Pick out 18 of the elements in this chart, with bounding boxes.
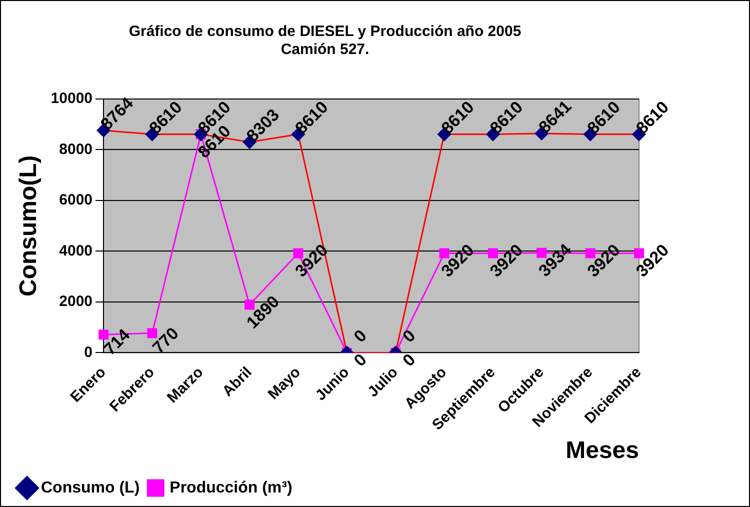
y-axis-title: Consumo(L) bbox=[15, 155, 42, 297]
text: Camión 527. bbox=[280, 41, 370, 58]
legend-label: Producción (m³) bbox=[170, 479, 292, 496]
y-tick-label: 10000 bbox=[50, 90, 93, 108]
data-label: 0 bbox=[398, 326, 420, 346]
data-label: 770 bbox=[148, 324, 182, 358]
y-tick-label: 2000 bbox=[59, 293, 93, 310]
data-label: 0 bbox=[350, 326, 370, 346]
x-axis-title: Meses bbox=[566, 437, 639, 464]
y-tick-label: 6000 bbox=[59, 192, 93, 209]
legend-label: Consumo (L) bbox=[41, 479, 140, 496]
y-tick-label: 0 bbox=[84, 344, 93, 361]
data-label: 0 bbox=[350, 350, 370, 370]
text: Gráfico de consumo de DIESEL y Producción año 2005 bbox=[128, 23, 522, 40]
data-label: 0 bbox=[398, 350, 420, 370]
y-tick-label: 8000 bbox=[59, 140, 93, 158]
data-label: 714 bbox=[100, 324, 134, 359]
y-tick-label: 4000 bbox=[59, 242, 93, 260]
